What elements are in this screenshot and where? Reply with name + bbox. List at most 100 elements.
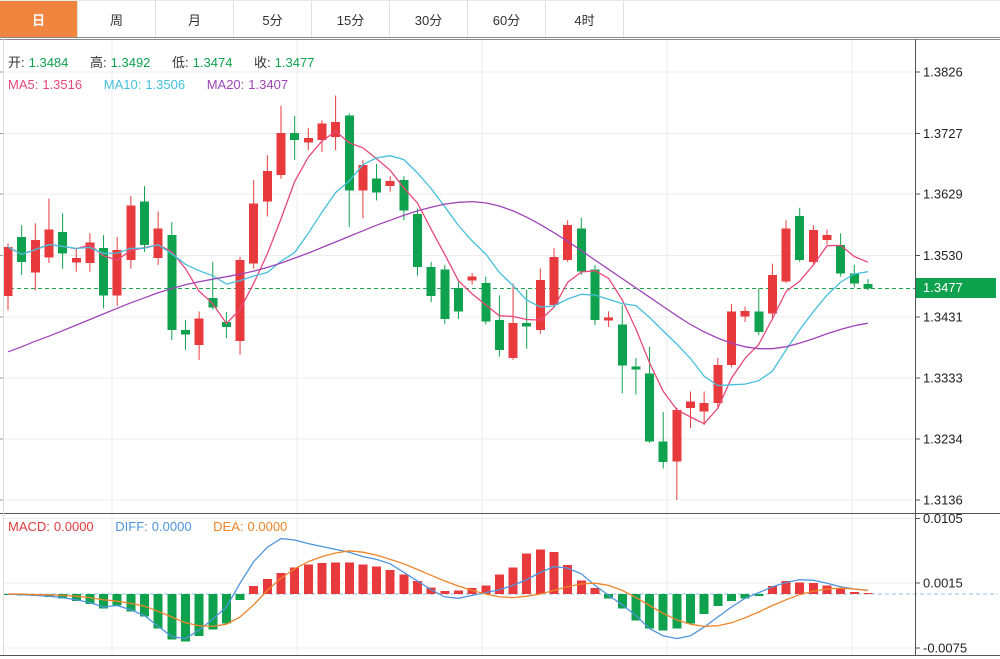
candle: [713, 364, 723, 404]
candle: [44, 229, 54, 258]
diff-label: DIFF:: [115, 519, 148, 534]
candle: [617, 324, 627, 366]
open-label: 开:: [8, 55, 25, 70]
ma10-line: [7, 155, 869, 387]
ma20-value: 1.3407: [248, 77, 289, 92]
macd-bar: [358, 564, 368, 594]
candle: [276, 132, 286, 175]
candle: [863, 284, 873, 289]
candle: [494, 320, 504, 350]
axis-tick-label: 1.3431: [923, 310, 963, 325]
macd-bar: [617, 594, 627, 609]
candle: [604, 317, 614, 321]
macd-bar: [208, 594, 218, 630]
timeframe-tab-日[interactable]: 日: [0, 1, 78, 37]
candle: [3, 246, 13, 296]
axis-tick-label: 0.0015: [923, 576, 963, 591]
macd-histogram: [3, 549, 873, 642]
timeframe-tab-30分[interactable]: 30分: [390, 1, 468, 37]
macd-bar: [112, 594, 122, 606]
macd-bar: [672, 594, 682, 629]
candle: [754, 311, 764, 332]
candle: [262, 171, 272, 202]
timeframe-tab-15分[interactable]: 15分: [312, 1, 390, 37]
low-label: 低:: [172, 55, 189, 70]
macd-bar: [235, 594, 245, 600]
timeframe-tab-4时[interactable]: 4时: [546, 1, 624, 37]
candle: [849, 273, 859, 284]
ma10-value: 1.3506: [145, 77, 186, 92]
candle: [481, 282, 491, 322]
candle: [426, 266, 436, 296]
macd-bar: [686, 594, 695, 624]
candle: [699, 403, 709, 412]
axis-tick-label: 1.3234: [923, 432, 963, 447]
macd-bar: [317, 563, 327, 594]
timeframe-tabbar: 日周月 5分 15分 30分 60分 4时: [0, 0, 1000, 38]
macd-bar: [563, 565, 573, 594]
candle: [440, 269, 450, 319]
timeframe-tab-60分[interactable]: 60分: [468, 1, 546, 37]
macd-label: MACD:: [8, 519, 50, 534]
macd-bar: [699, 594, 709, 615]
macd-bar: [535, 549, 545, 594]
candle: [672, 410, 682, 462]
macd-bar: [413, 581, 422, 594]
ma20-line: [7, 200, 869, 353]
axis-tick-label: 0.0105: [923, 511, 963, 526]
macd-bar: [849, 591, 859, 594]
macd-value: 0.0000: [53, 519, 94, 534]
last-price-badge: 1.3477: [916, 278, 996, 298]
macd-bar: [576, 580, 586, 594]
candle: [126, 205, 136, 260]
macd-bar: [385, 570, 395, 594]
axis-tick-label: 1.3136: [923, 493, 963, 508]
y-axis-labels: 1.3826 1.3727 1.3629 1.3530 1.3431 1.3333 1.32…: [915, 65, 967, 656]
candle: [686, 401, 695, 409]
gridlines: [0, 39, 915, 655]
candle: [740, 310, 750, 317]
timeframe-tab-周[interactable]: 周: [78, 1, 156, 37]
candle: [194, 318, 204, 345]
candle: [522, 323, 532, 327]
ma-legend: MA5: 1.3516 MA10: 1.3506 MA20: 1.3407: [8, 77, 306, 92]
axis-tick-label: 1.3826: [923, 65, 963, 80]
macd-bar: [194, 594, 204, 636]
macd-bar: [726, 594, 736, 602]
candle: [30, 240, 40, 273]
macd-bar: [522, 553, 532, 594]
macd-bar: [508, 567, 518, 594]
candle: [358, 165, 368, 191]
macd-bar: [85, 594, 95, 605]
candle: [303, 137, 313, 143]
dea-label: DEA:: [213, 519, 244, 534]
candle: [249, 203, 259, 264]
macd-bar: [808, 583, 818, 594]
candle: [99, 248, 109, 296]
macd-bar: [372, 566, 382, 594]
macd-bar: [767, 586, 777, 594]
candle: [290, 132, 300, 141]
macd-bar: [180, 594, 190, 642]
axis-tick-label: 1.3629: [923, 187, 963, 202]
macd-bar: [590, 588, 600, 594]
candle: [344, 115, 354, 191]
candle: [208, 297, 218, 308]
candle: [235, 259, 245, 342]
timeframe-tab-5分[interactable]: 5分: [234, 1, 312, 37]
timeframe-tab-月[interactable]: 月: [156, 1, 234, 37]
macd-bar: [221, 594, 231, 624]
candle: [795, 215, 805, 260]
candle: [658, 441, 668, 463]
candle: [153, 228, 163, 259]
high-value: 1.3492: [110, 55, 151, 70]
macd-bar: [863, 593, 873, 594]
axis-tick-label: 1.3333: [923, 370, 963, 385]
axis-tick-label: 1.3727: [923, 126, 963, 141]
diff-line: [7, 537, 869, 640]
candle: [563, 225, 573, 260]
macd-bar: [631, 594, 641, 621]
ma5-label: MA5:: [8, 77, 39, 92]
candle: [385, 181, 395, 187]
